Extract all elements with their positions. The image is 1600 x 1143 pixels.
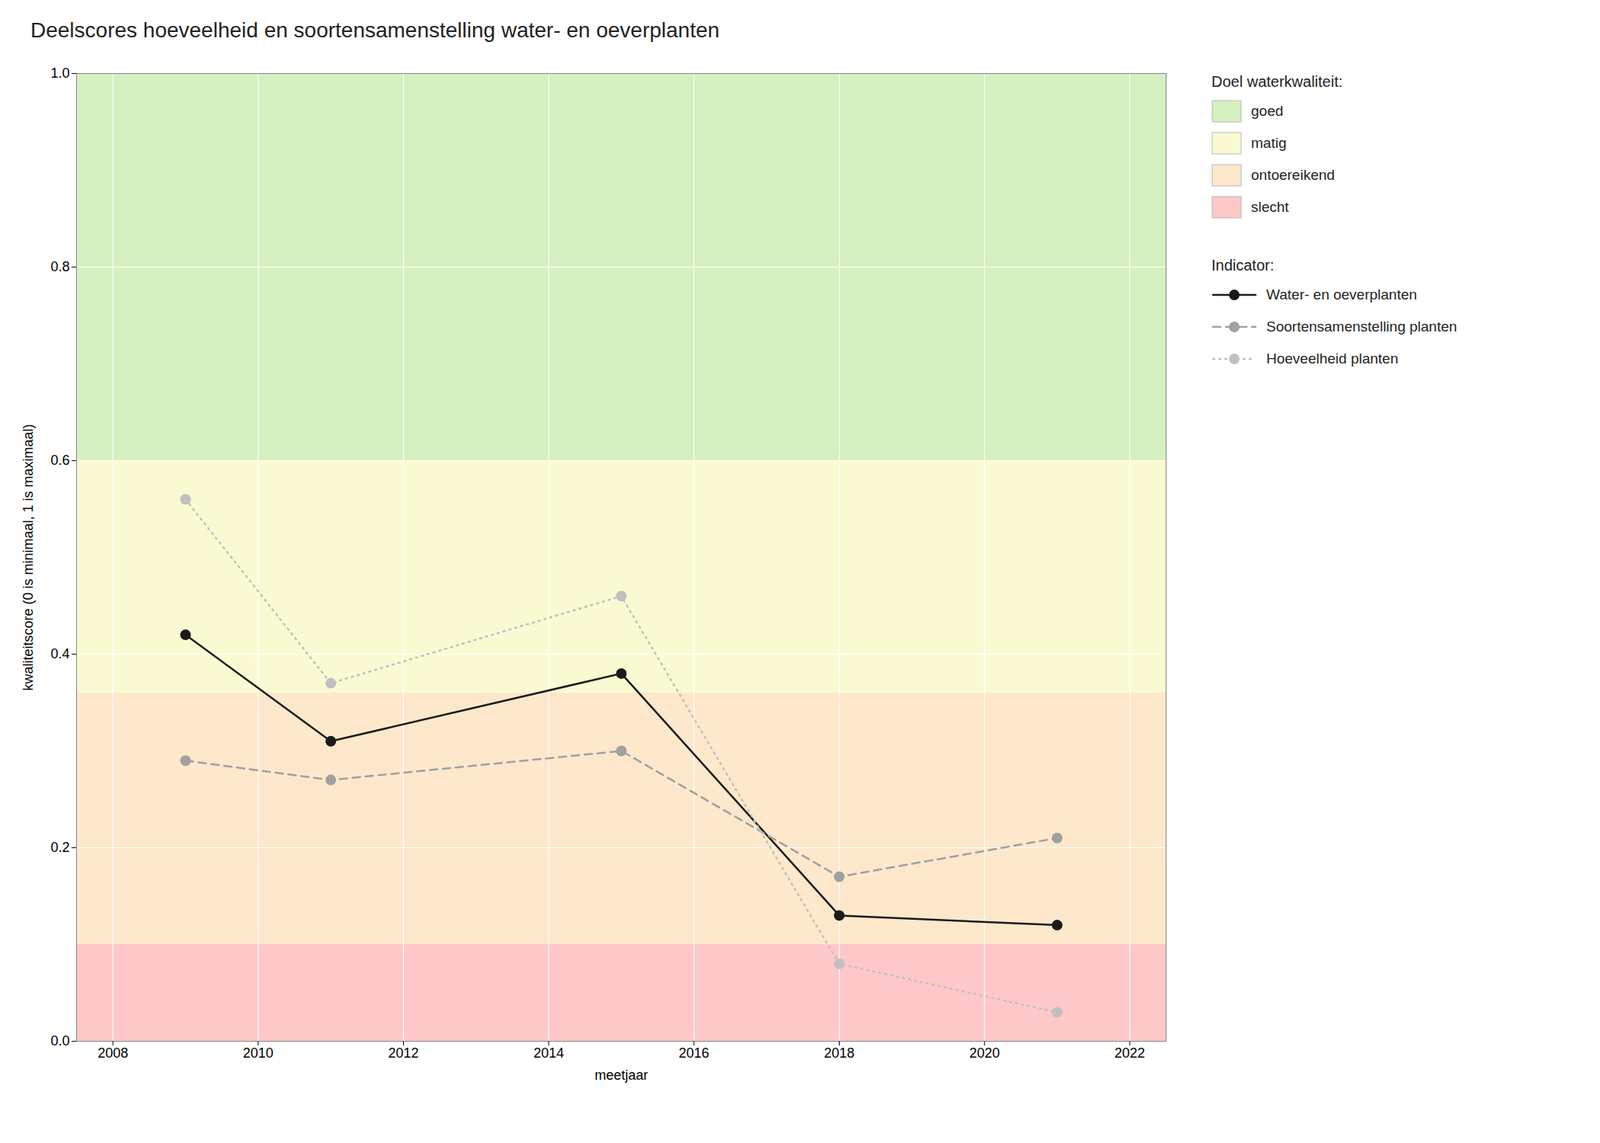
svg-text:2016: 2016 (678, 1045, 710, 1061)
svg-text:2020: 2020 (969, 1045, 1000, 1061)
svg-text:0.8: 0.8 (50, 259, 70, 275)
svg-text:2008: 2008 (97, 1045, 128, 1061)
html-text:Water- en oeverplanten: Water- en oeverplanten (1266, 286, 1418, 303)
svg-text:1.0: 1.0 (50, 65, 70, 81)
svg-text:kwaliteitscore (0 is minimaal,: kwaliteitscore (0 is minimaal, 1 is maxi… (20, 423, 36, 691)
svg-text:2010: 2010 (243, 1045, 274, 1061)
html-text:goed: goed (1251, 102, 1284, 119)
html-text:Doel waterkwaliteit:: Doel waterkwaliteit: (1211, 73, 1343, 90)
svg-text:2022: 2022 (1114, 1045, 1146, 1061)
svg-text:0.6: 0.6 (50, 452, 70, 468)
html-text:Deelscores hoeveelheid en soor: Deelscores hoeveelheid en soortensamenst… (30, 18, 720, 42)
svg-text:2018: 2018 (823, 1045, 855, 1061)
svg-text:0.4: 0.4 (50, 646, 70, 662)
html-text:Soortensamenstelling planten: Soortensamenstelling planten (1266, 318, 1457, 335)
html-text:ontoereikend: ontoereikend (1251, 166, 1335, 183)
html-text:matig: matig (1251, 134, 1287, 151)
svg-text:0.0: 0.0 (50, 1033, 70, 1049)
svg-text:meetjaar: meetjaar (594, 1067, 648, 1083)
html-text:Hoeveelheid planten: Hoeveelheid planten (1266, 350, 1399, 367)
html-text:Indicator:: Indicator: (1211, 256, 1275, 274)
svg-text:2014: 2014 (533, 1045, 564, 1061)
html-text:slecht: slecht (1251, 198, 1289, 215)
svg-text:2012: 2012 (387, 1045, 419, 1061)
svg-text:0.2: 0.2 (50, 839, 70, 855)
